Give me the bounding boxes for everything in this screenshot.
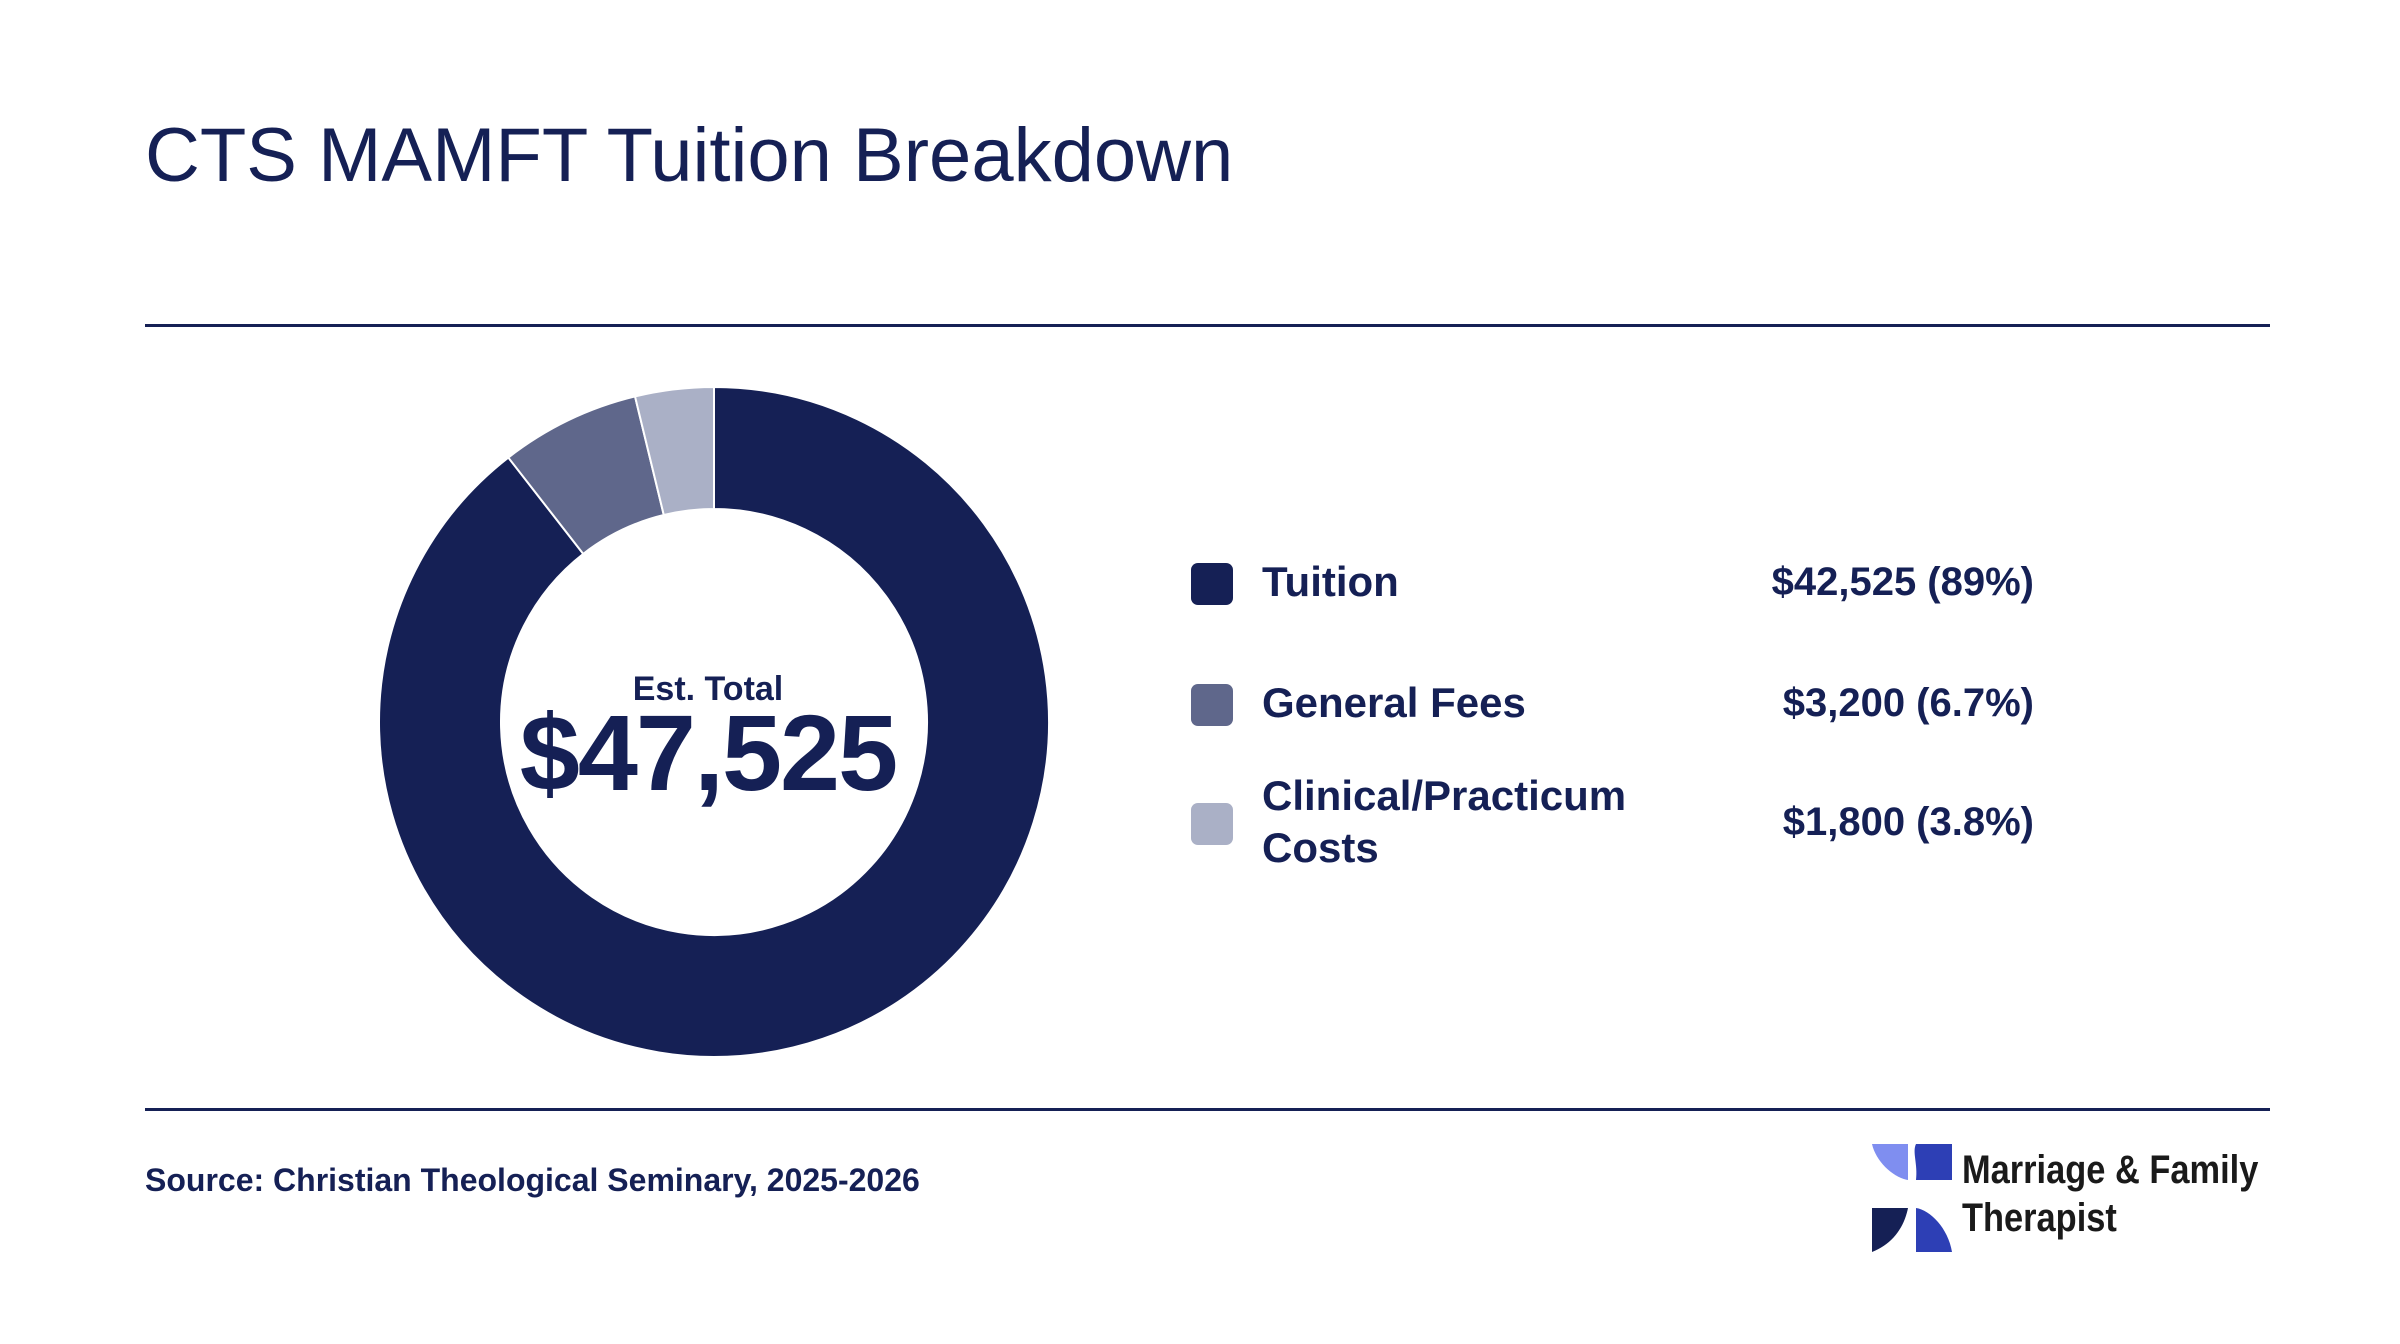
- legend-swatch-general-fees: [1191, 684, 1233, 726]
- center-label: Est. Total: [632, 670, 784, 708]
- logo-text-line1: Marriage & Family: [1962, 1148, 2259, 1192]
- legend-swatch-clinical: [1191, 803, 1233, 845]
- legend-value-clinical: $1,800 (3.8%): [1782, 800, 2034, 844]
- chart-title: CTS MAMFT Tuition Breakdown: [145, 113, 1234, 198]
- legend-label-general-fees: General Fees: [1262, 679, 1526, 726]
- legend-value-tuition: $42,525 (89%): [1771, 560, 2034, 604]
- legend-label-clinical: Clinical/Practicum Costs: [1262, 772, 1627, 871]
- legend-label-tuition: Tuition: [1262, 558, 1399, 605]
- logo-text: Marriage & Family Therapist: [1962, 1146, 2258, 1242]
- logo-text-line2: Therapist: [1962, 1196, 2117, 1240]
- center-total-value: $47,525: [519, 692, 898, 813]
- bottom-divider: [145, 1108, 2270, 1111]
- brand-logo: Marriage & Family Therapist: [1872, 1144, 2272, 1254]
- legend-value-general-fees: $3,200 (6.7%): [1782, 681, 2034, 725]
- logo-mark-icon: [1872, 1144, 1952, 1252]
- top-divider: [145, 324, 2270, 327]
- donut-slice-tuition: [378, 385, 1050, 1058]
- source-note: Source: Christian Theological Seminary, …: [145, 1162, 920, 1198]
- donut-slice-clinical: [633, 385, 715, 517]
- legend-swatch-tuition: [1191, 563, 1233, 605]
